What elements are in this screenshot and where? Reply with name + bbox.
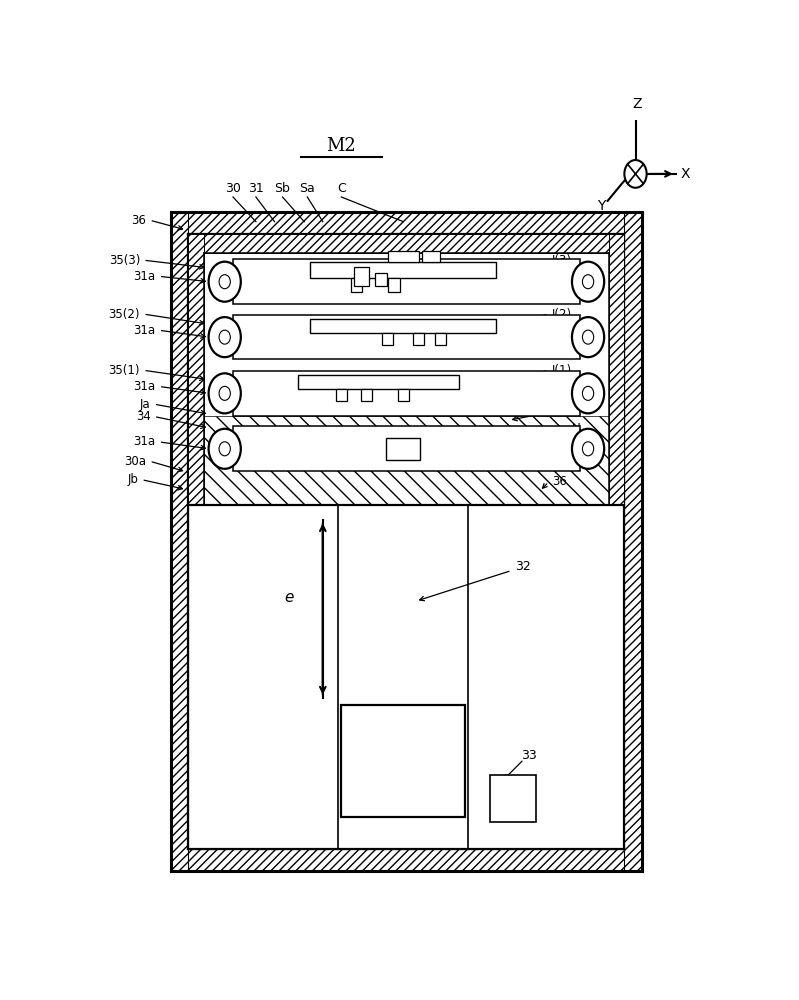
Circle shape	[219, 442, 230, 456]
Bar	[398, 389, 409, 401]
Circle shape	[624, 160, 646, 188]
Text: 31a: 31a	[133, 324, 156, 337]
Bar	[233, 259, 580, 304]
Text: 31a: 31a	[133, 380, 156, 393]
Text: J(1): J(1)	[552, 364, 572, 377]
Text: 31: 31	[248, 182, 264, 195]
Bar	[204, 416, 609, 505]
Bar	[189, 234, 624, 253]
Bar	[490, 774, 536, 822]
Bar	[352, 278, 363, 292]
Bar	[386, 438, 420, 460]
Text: f: f	[377, 445, 382, 459]
Bar	[624, 212, 642, 871]
Text: 36: 36	[132, 214, 146, 227]
Circle shape	[572, 373, 604, 413]
Text: 30a: 30a	[125, 455, 146, 468]
Text: 35(1): 35(1)	[109, 364, 140, 377]
Bar	[354, 267, 369, 286]
Bar	[413, 333, 424, 345]
Text: 35(2): 35(2)	[109, 308, 140, 321]
Bar	[422, 251, 440, 262]
Circle shape	[209, 317, 240, 357]
Circle shape	[582, 386, 594, 400]
Bar	[435, 333, 446, 345]
Text: Sa: Sa	[300, 182, 315, 195]
Bar	[341, 705, 465, 817]
Bar	[388, 251, 419, 262]
Circle shape	[572, 429, 604, 469]
Bar	[298, 375, 459, 389]
Bar	[382, 333, 393, 345]
Text: 31a: 31a	[133, 270, 156, 283]
Bar	[233, 315, 580, 359]
Text: J(3): J(3)	[552, 254, 572, 267]
Text: Z: Z	[633, 97, 642, 111]
Text: 30: 30	[225, 182, 241, 195]
Circle shape	[572, 317, 604, 357]
Circle shape	[209, 262, 240, 302]
Text: J(2): J(2)	[552, 308, 572, 321]
Text: 31b: 31b	[552, 324, 574, 337]
Text: 31a: 31a	[133, 435, 156, 448]
Circle shape	[219, 275, 230, 289]
Text: Ja: Ja	[140, 398, 151, 411]
Bar	[360, 389, 372, 401]
Text: 32: 32	[515, 560, 531, 573]
Circle shape	[582, 442, 594, 456]
Text: 31b: 31b	[552, 435, 574, 448]
Text: M2: M2	[327, 137, 356, 155]
Bar	[609, 234, 624, 505]
Text: 31b: 31b	[552, 380, 574, 393]
Bar	[233, 371, 580, 416]
Bar	[189, 234, 204, 505]
Circle shape	[219, 386, 230, 400]
Text: e: e	[284, 590, 293, 605]
Text: X: X	[681, 167, 690, 181]
Text: 34: 34	[136, 410, 151, 423]
Text: 31b: 31b	[552, 270, 574, 283]
Bar	[310, 319, 496, 333]
Bar	[171, 212, 189, 871]
Circle shape	[572, 262, 604, 302]
Circle shape	[209, 373, 240, 413]
Circle shape	[582, 275, 594, 289]
Bar	[336, 389, 347, 401]
Text: 30b: 30b	[552, 454, 574, 467]
Text: C: C	[337, 182, 346, 195]
Text: S(3): S(3)	[570, 283, 594, 296]
Bar	[310, 262, 496, 278]
Text: 36: 36	[552, 475, 566, 488]
Text: 35(3): 35(3)	[109, 254, 140, 267]
Text: 8: 8	[552, 406, 559, 419]
Circle shape	[209, 429, 240, 469]
Text: Jb: Jb	[127, 473, 138, 486]
Bar	[171, 212, 642, 234]
Bar	[233, 426, 580, 471]
Text: H: H	[572, 422, 581, 434]
Circle shape	[582, 330, 594, 344]
Bar	[376, 273, 387, 286]
Text: 33: 33	[521, 749, 537, 762]
Bar	[171, 849, 642, 871]
Text: Y: Y	[598, 199, 606, 213]
Bar	[388, 278, 400, 292]
Text: S(2): S(2)	[570, 337, 594, 350]
Text: Sb: Sb	[275, 182, 291, 195]
Circle shape	[219, 330, 230, 344]
